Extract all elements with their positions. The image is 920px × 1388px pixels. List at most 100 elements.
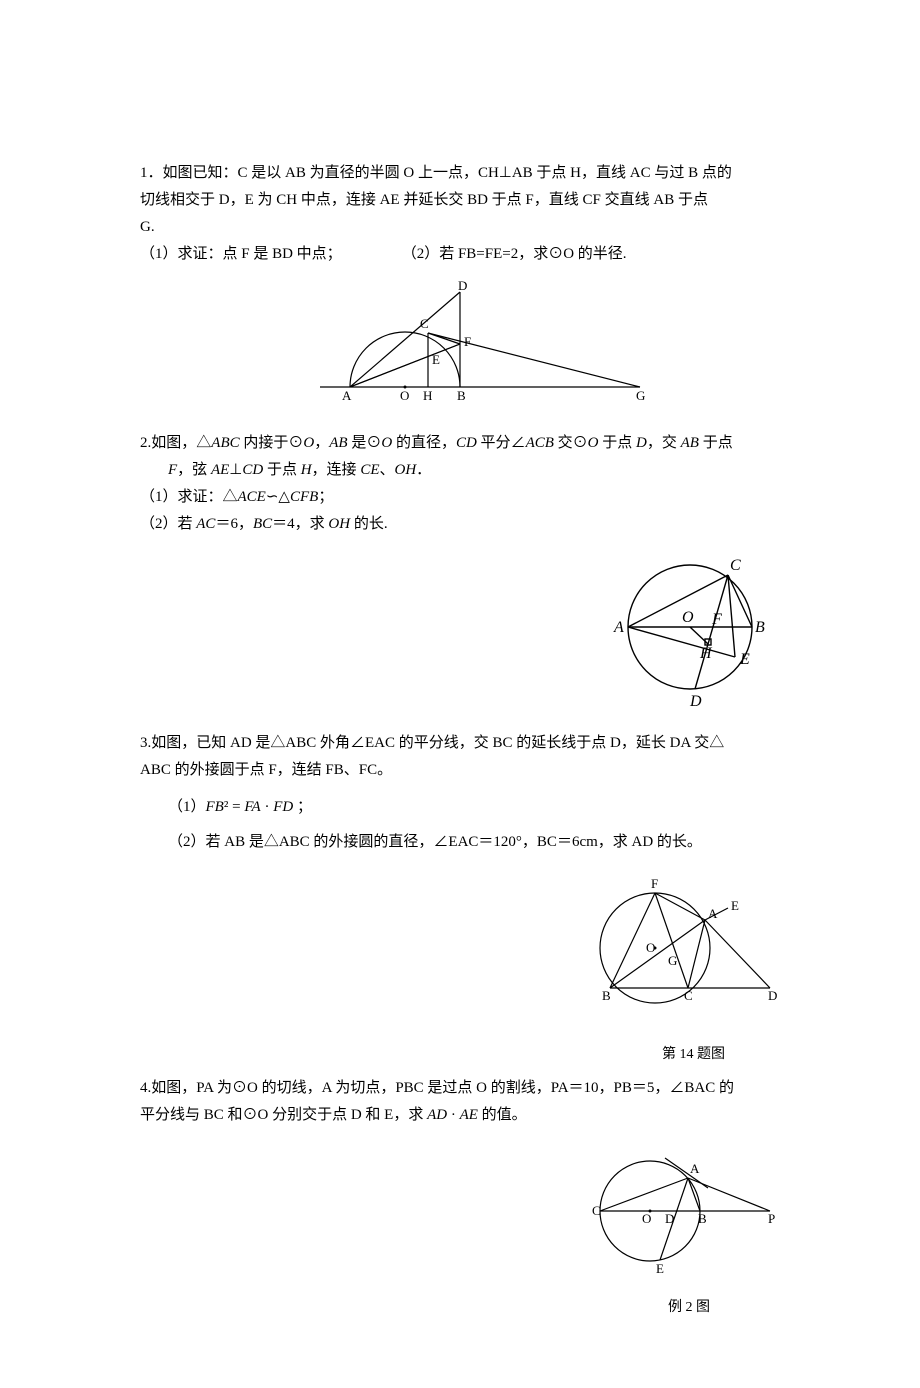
t: 、	[379, 462, 394, 478]
svg-text:C: C	[684, 988, 693, 1003]
p1-line1: 1．如图已知：C 是以 AB 为直径的半圆 O 上一点，CH⊥AB 于点 H，直…	[140, 160, 820, 187]
svg-text:G: G	[668, 953, 677, 968]
t: AE	[460, 1107, 478, 1123]
p4-line1: 4.如图，PA 为⊙O 的切线，A 为切点，PBC 是过点 O 的割线，PA＝1…	[140, 1075, 820, 1102]
t: ；	[293, 799, 312, 815]
t: 的长.	[350, 516, 388, 532]
t: ·	[261, 799, 274, 815]
t: FD	[273, 799, 293, 815]
t: 于点	[263, 462, 301, 478]
p1-body1: C 是以 AB 为直径的半圆 O 上一点，CH⊥AB 于点 H，直线 AC 与过…	[238, 165, 732, 181]
p4-diagram-wrap: A C B P O D E 例 2 图	[140, 1133, 820, 1320]
p3-diagram-wrap: F A E B C D O G 第 14 题图	[140, 860, 820, 1067]
t: O	[303, 435, 314, 451]
t: ACE	[238, 489, 266, 505]
t: ABC	[211, 435, 239, 451]
t: ；	[318, 489, 333, 505]
svg-text:O: O	[642, 1211, 651, 1226]
t: H	[301, 462, 312, 478]
t: CE	[360, 462, 379, 478]
t: CFB	[290, 489, 318, 505]
p4-diagram: A C B P O D E	[580, 1133, 780, 1283]
t: 是⊙	[348, 435, 382, 451]
p2-diagram-wrap: A B C D E F H O	[140, 542, 820, 722]
svg-text:E: E	[432, 352, 440, 367]
svg-text:F: F	[711, 611, 722, 628]
t: ，弦	[177, 462, 211, 478]
t: OH	[395, 462, 417, 478]
t: O	[381, 435, 392, 451]
t: （1）求证：△	[140, 489, 238, 505]
t: 于点	[699, 435, 733, 451]
svg-text:B: B	[698, 1211, 707, 1226]
svg-text:O: O	[646, 940, 655, 955]
svg-text:O: O	[400, 388, 409, 403]
p1-line3: G.	[140, 214, 820, 241]
svg-text:B: B	[755, 619, 765, 636]
t: 交⊙	[554, 435, 588, 451]
t: AB	[329, 435, 347, 451]
t: ∽△	[266, 489, 290, 505]
t: BC	[253, 516, 272, 532]
svg-text:O: O	[682, 609, 694, 626]
t: ，交	[647, 435, 681, 451]
svg-text:E: E	[731, 898, 739, 913]
p3-part1: （1）FB² = FA · FD ；	[140, 794, 820, 821]
t: CD	[242, 462, 263, 478]
p2-line2: F，弦 AE⊥CD 于点 H，连接 CE、OH．	[140, 457, 820, 484]
svg-text:C: C	[730, 557, 741, 574]
p1-prefix: 1．如图已知：	[140, 165, 238, 181]
t: （2）若	[140, 516, 196, 532]
p3-line2: ABC 的外接圆于点 F，连结 FB、FC。	[140, 757, 820, 784]
p1-part1: （1）求证：点 F 是 BD 中点；	[140, 241, 342, 268]
t: △	[196, 435, 211, 451]
t: AD	[427, 1107, 447, 1123]
t: 的值。	[478, 1107, 527, 1123]
t: O	[588, 435, 599, 451]
t: FB	[206, 799, 224, 815]
p2-prefix: 2.如图，	[140, 435, 196, 451]
p3-prefix: 3.如图，	[140, 735, 196, 751]
svg-text:C: C	[592, 1203, 601, 1218]
t: ＝4，求	[272, 516, 328, 532]
svg-text:F: F	[464, 334, 471, 349]
svg-text:A: A	[613, 619, 624, 636]
page: 1．如图已知：C 是以 AB 为直径的半圆 O 上一点，CH⊥AB 于点 H，直…	[0, 0, 920, 1388]
p1-parts: （1）求证：点 F 是 BD 中点； （2）若 FB=FE=2，求⊙O 的半径.	[140, 241, 820, 268]
p4-prefix: 4.如图，	[140, 1080, 196, 1096]
t: 的直径，	[392, 435, 456, 451]
p1-diagram: A O H B G C D E F	[300, 272, 660, 412]
p1-part2: （2）若 FB=FE=2，求⊙O 的半径.	[402, 241, 627, 268]
svg-text:A: A	[690, 1161, 700, 1176]
t: F	[168, 462, 177, 478]
problem-1: 1．如图已知：C 是以 AB 为直径的半圆 O 上一点，CH⊥AB 于点 H，直…	[140, 160, 820, 422]
p3-body1: 已知 AD 是△ABC 外角∠EAC 的平分线，交 BC 的延长线于点 D，延长…	[196, 735, 724, 751]
t: ＝6，	[215, 516, 253, 532]
t: 于点	[599, 435, 637, 451]
problem-4: 4.如图，PA 为⊙O 的切线，A 为切点，PBC 是过点 O 的割线，PA＝1…	[140, 1075, 820, 1320]
t: D	[636, 435, 647, 451]
svg-text:P: P	[768, 1211, 775, 1226]
t: OH	[328, 516, 350, 532]
p4-body1: PA 为⊙O 的切线，A 为切点，PBC 是过点 O 的割线，PA＝10，PB＝…	[196, 1080, 734, 1096]
svg-text:A: A	[342, 388, 352, 403]
svg-text:H: H	[699, 645, 713, 662]
t: AB	[681, 435, 699, 451]
svg-text:C: C	[420, 316, 429, 331]
svg-text:B: B	[602, 988, 611, 1003]
svg-text:G: G	[636, 388, 645, 403]
p1-line2: 切线相交于 D，E 为 CH 中点，连接 AE 并延长交 BD 于点 F，直线 …	[140, 187, 820, 214]
svg-text:E: E	[739, 651, 750, 668]
p2-diagram: A B C D E F H O	[600, 542, 780, 712]
t: 内接于⊙	[240, 435, 304, 451]
p3-caption: 第 14 题图	[140, 1042, 780, 1067]
svg-text:F: F	[651, 876, 658, 891]
svg-text:D: D	[768, 988, 777, 1003]
t: ，	[314, 435, 329, 451]
t: ⊥	[229, 462, 242, 478]
p3-line1: 3.如图，已知 AD 是△ABC 外角∠EAC 的平分线，交 BC 的延长线于点…	[140, 730, 820, 757]
t: （1）	[168, 799, 206, 815]
svg-text:H: H	[423, 388, 432, 403]
p1-diagram-wrap: A O H B G C D E F	[140, 272, 820, 422]
problem-2: 2.如图，△ABC 内接于⊙O，AB 是⊙O 的直径，CD 平分∠ACB 交⊙O…	[140, 430, 820, 722]
